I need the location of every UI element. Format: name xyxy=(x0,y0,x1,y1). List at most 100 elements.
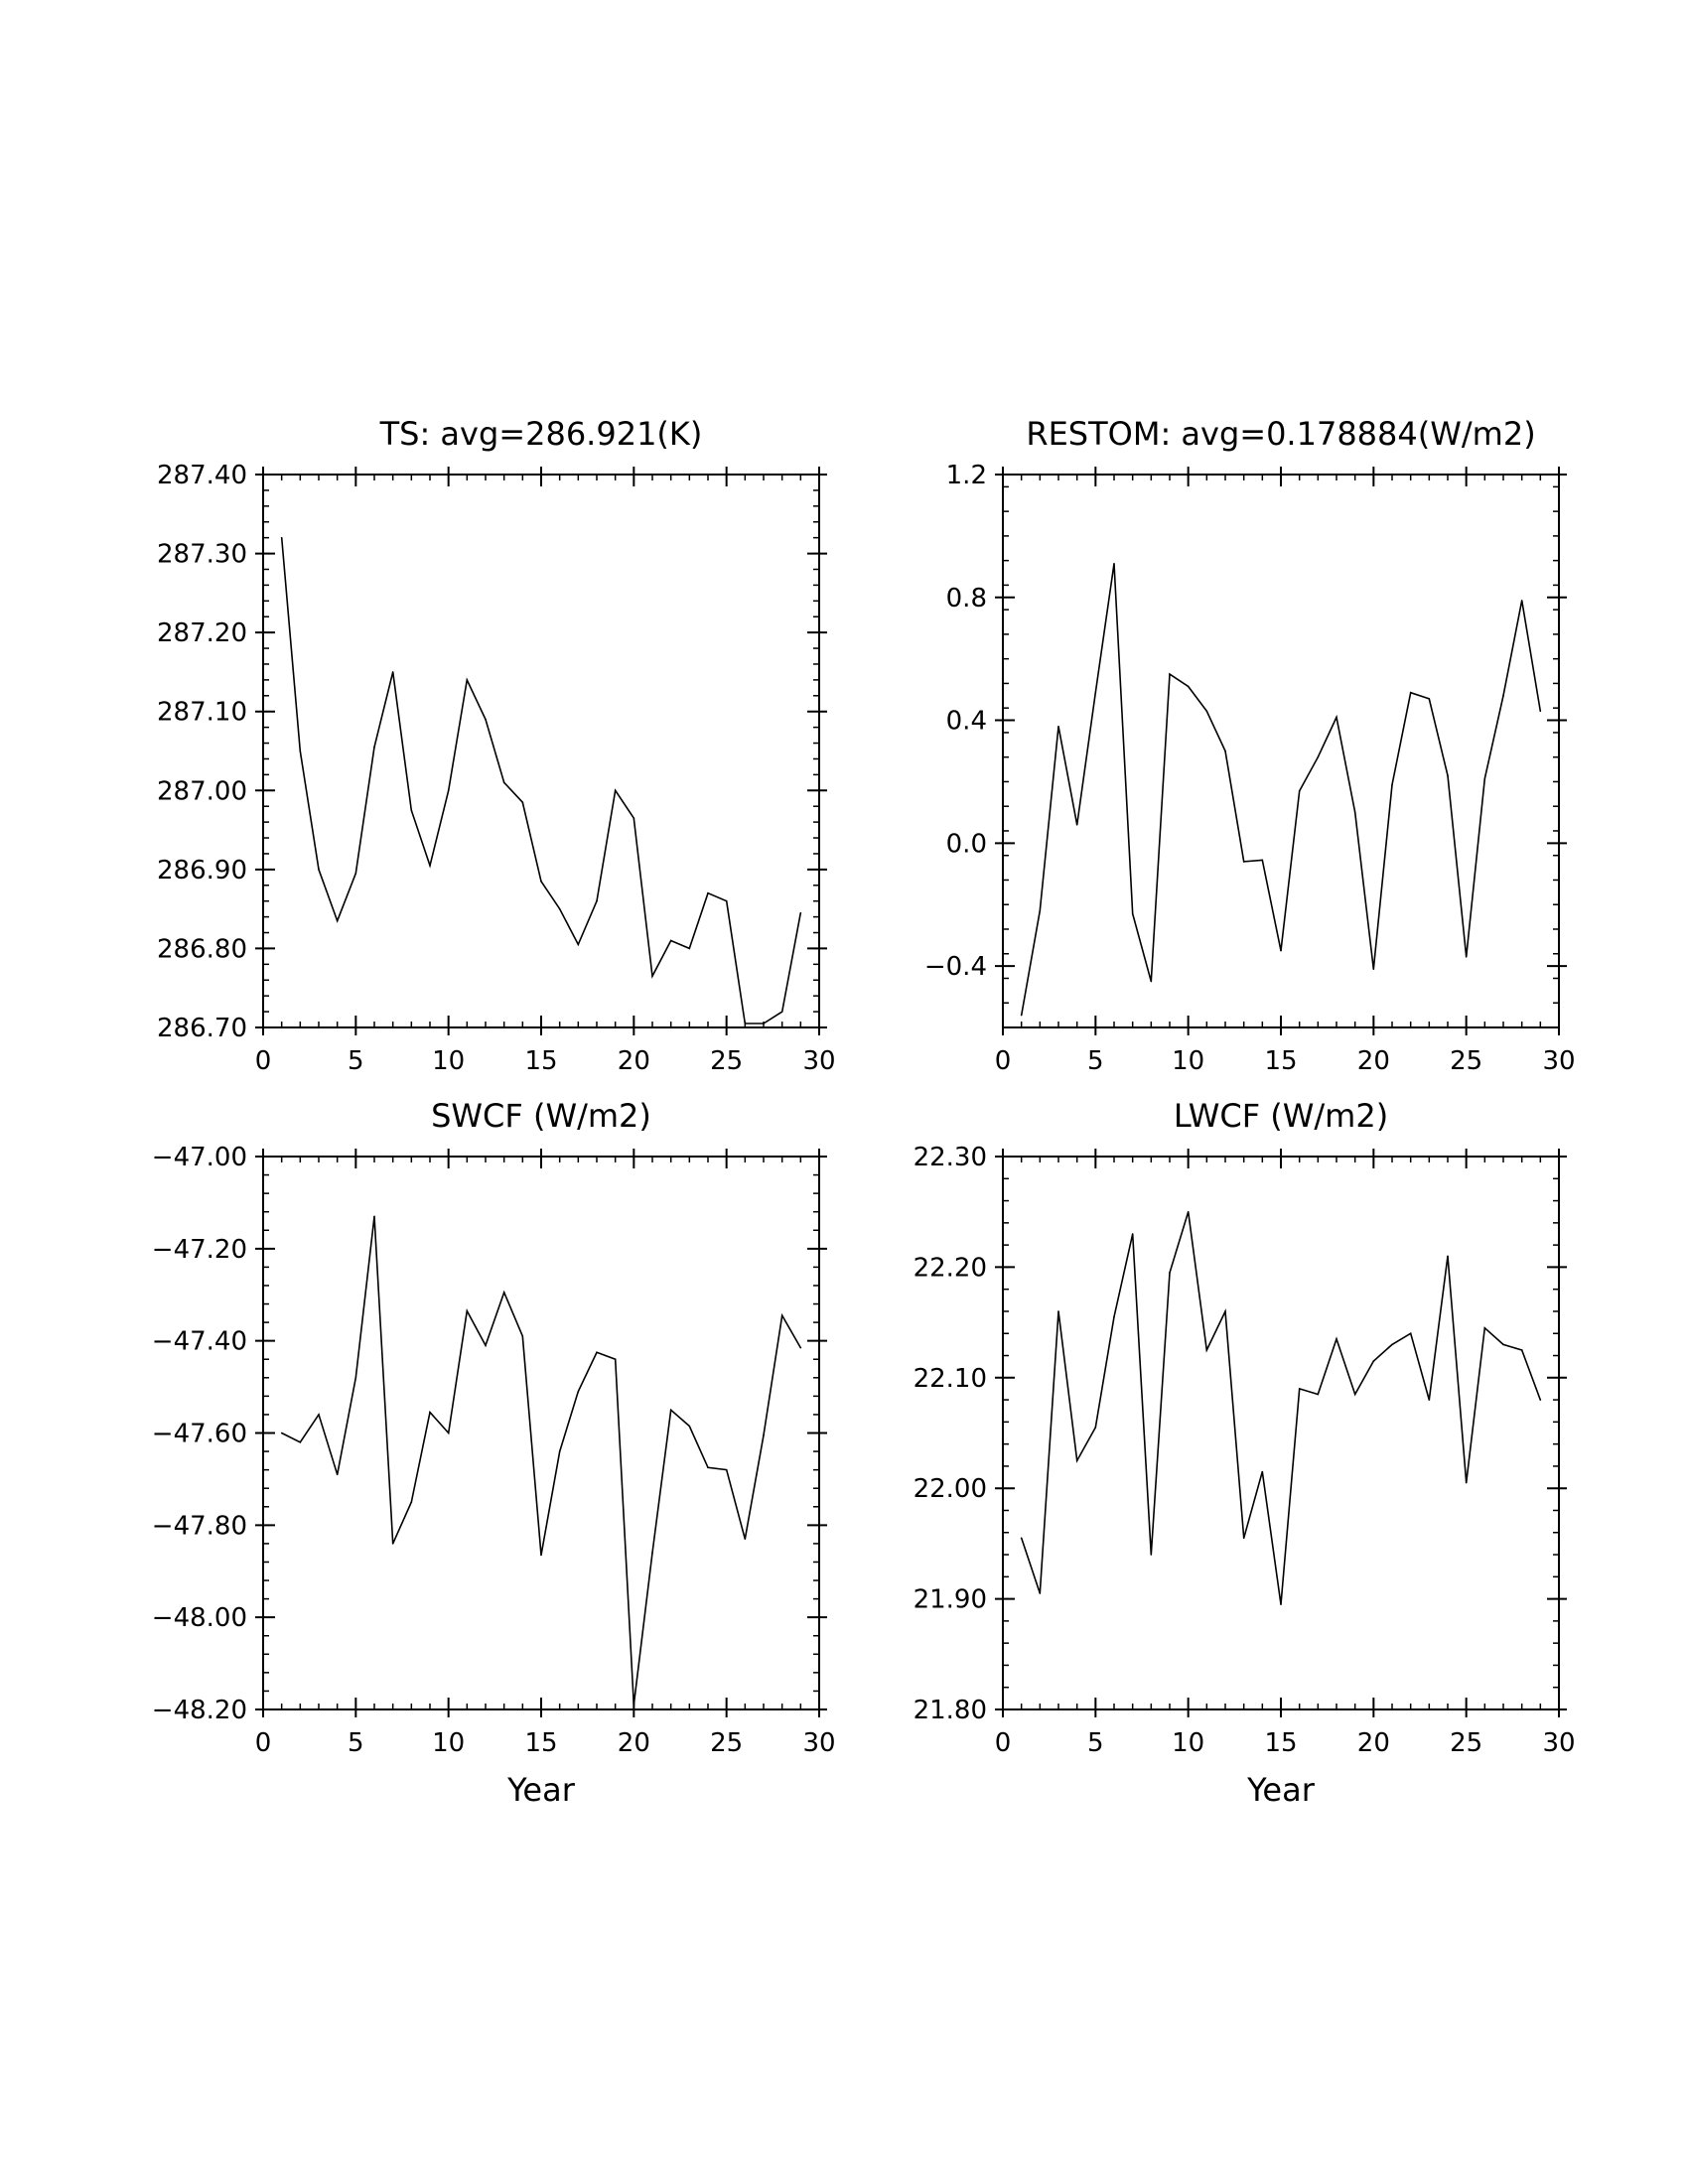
data-point xyxy=(596,1351,598,1354)
data-point xyxy=(707,891,709,894)
y-tick-label: 22.20 xyxy=(914,1253,987,1283)
y-tick-label: 287.20 xyxy=(157,618,247,648)
y-tick-label: 286.80 xyxy=(157,934,247,964)
x-axis-label-lwcf: Year xyxy=(1246,1771,1316,1809)
x-tick-label: 15 xyxy=(524,1046,557,1076)
data-point xyxy=(1317,755,1320,758)
data-point xyxy=(1039,909,1042,912)
data-point xyxy=(651,975,653,978)
data-point xyxy=(1372,1360,1375,1362)
x-tick-label: 20 xyxy=(618,1728,650,1758)
x-tick-label: 15 xyxy=(524,1728,557,1758)
data-point xyxy=(391,671,394,673)
panel-ts: TS: avg=286.921(K) 0 5 10 15 20 25 30 286.70 286.… xyxy=(157,415,836,1076)
data-point xyxy=(725,1468,728,1471)
x-tick-label: 0 xyxy=(255,1728,272,1758)
data-point xyxy=(299,1440,302,1443)
x-tick-label: 0 xyxy=(995,1728,1012,1758)
data-point xyxy=(1317,1393,1320,1396)
data-point xyxy=(744,1538,747,1541)
data-point xyxy=(1020,1014,1023,1017)
data-point xyxy=(1447,1255,1449,1258)
data-point xyxy=(1372,968,1375,971)
x-tick-label: 25 xyxy=(710,1046,743,1076)
x-axis-label-swcf: Year xyxy=(506,1771,576,1809)
x-tick-label: 30 xyxy=(1542,1728,1575,1758)
data-point xyxy=(614,789,617,792)
y-tick-label: 22.00 xyxy=(914,1474,987,1504)
data-point xyxy=(669,939,672,942)
data-point xyxy=(1261,859,1264,862)
chart-title-restom: RESTOM: avg=0.178884(W/m2) xyxy=(1026,415,1535,453)
x-tick-label: 25 xyxy=(1450,1046,1482,1076)
data-point xyxy=(1224,1310,1226,1312)
data-point xyxy=(763,1023,765,1024)
data-point xyxy=(669,1409,672,1412)
data-point xyxy=(1483,1326,1486,1329)
data-point xyxy=(485,718,487,721)
data-point xyxy=(1131,912,1134,915)
data-point xyxy=(1298,1388,1301,1390)
data-point xyxy=(763,1434,765,1436)
y-tick-label: 287.40 xyxy=(157,461,247,490)
y-tick-label: −48.20 xyxy=(152,1696,247,1725)
panel-swcf: SWCF (W/m2) 0 5 10 15 20 25 30 −48.20 −48.00 −47.8… xyxy=(152,1097,836,1809)
data-point xyxy=(651,1552,653,1554)
data-point xyxy=(1502,1343,1504,1346)
data-point xyxy=(558,1450,561,1452)
data-point xyxy=(354,873,357,875)
x-tick-label: 20 xyxy=(1357,1046,1390,1076)
data-point xyxy=(521,801,524,804)
chart-title-ts: TS: avg=286.921(K) xyxy=(379,415,703,453)
x-tick-label: 10 xyxy=(1172,1728,1204,1758)
data-point xyxy=(429,1411,431,1414)
data-point xyxy=(1205,710,1208,713)
data-point xyxy=(540,880,542,883)
data-point xyxy=(373,1215,375,1218)
chart-title-swcf: SWCF (W/m2) xyxy=(431,1097,651,1135)
x-tick-label: 20 xyxy=(1357,1728,1390,1758)
data-point xyxy=(1539,1399,1542,1401)
data-point xyxy=(336,919,339,922)
data-point xyxy=(1094,1427,1097,1429)
data-point xyxy=(1169,673,1171,675)
data-point xyxy=(1020,1537,1023,1540)
y-tick-label: −0.4 xyxy=(924,952,987,982)
x-tick-label: 5 xyxy=(348,1728,364,1758)
data-point xyxy=(447,789,450,792)
y-tick-label: 287.30 xyxy=(157,540,247,570)
data-point xyxy=(1391,1343,1393,1346)
data-point xyxy=(447,1432,450,1434)
data-point xyxy=(1187,685,1190,688)
data-point xyxy=(299,750,302,752)
data-point xyxy=(688,1425,691,1428)
data-point xyxy=(318,1414,320,1416)
x-tick-label: 20 xyxy=(618,1046,650,1076)
data-point xyxy=(1131,1233,1134,1235)
y-tick-label: 21.90 xyxy=(914,1585,987,1615)
data-point xyxy=(1057,1310,1059,1312)
x-tick-label: 0 xyxy=(255,1046,272,1076)
data-point xyxy=(1353,811,1356,814)
data-point xyxy=(410,1501,413,1503)
data-point xyxy=(540,1554,542,1557)
data-point xyxy=(633,1704,635,1706)
data-point xyxy=(707,1466,709,1469)
data-point xyxy=(799,911,802,914)
data-point xyxy=(1242,1537,1245,1540)
data-point xyxy=(429,865,431,867)
y-tick-label: −47.80 xyxy=(152,1511,247,1541)
data-point xyxy=(1075,1459,1078,1462)
y-tick-label: −47.60 xyxy=(152,1420,247,1449)
x-tick-label: 25 xyxy=(1450,1728,1482,1758)
y-tick-label: 22.30 xyxy=(914,1143,987,1172)
data-point xyxy=(1502,695,1504,697)
data-point xyxy=(336,1473,339,1476)
x-tick-label: 0 xyxy=(995,1046,1012,1076)
y-tick-label: 0.8 xyxy=(946,584,987,614)
data-point xyxy=(688,947,691,950)
data-point xyxy=(614,1358,617,1361)
y-tick-label: 287.10 xyxy=(157,698,247,728)
y-tick-label: −47.40 xyxy=(152,1327,247,1357)
